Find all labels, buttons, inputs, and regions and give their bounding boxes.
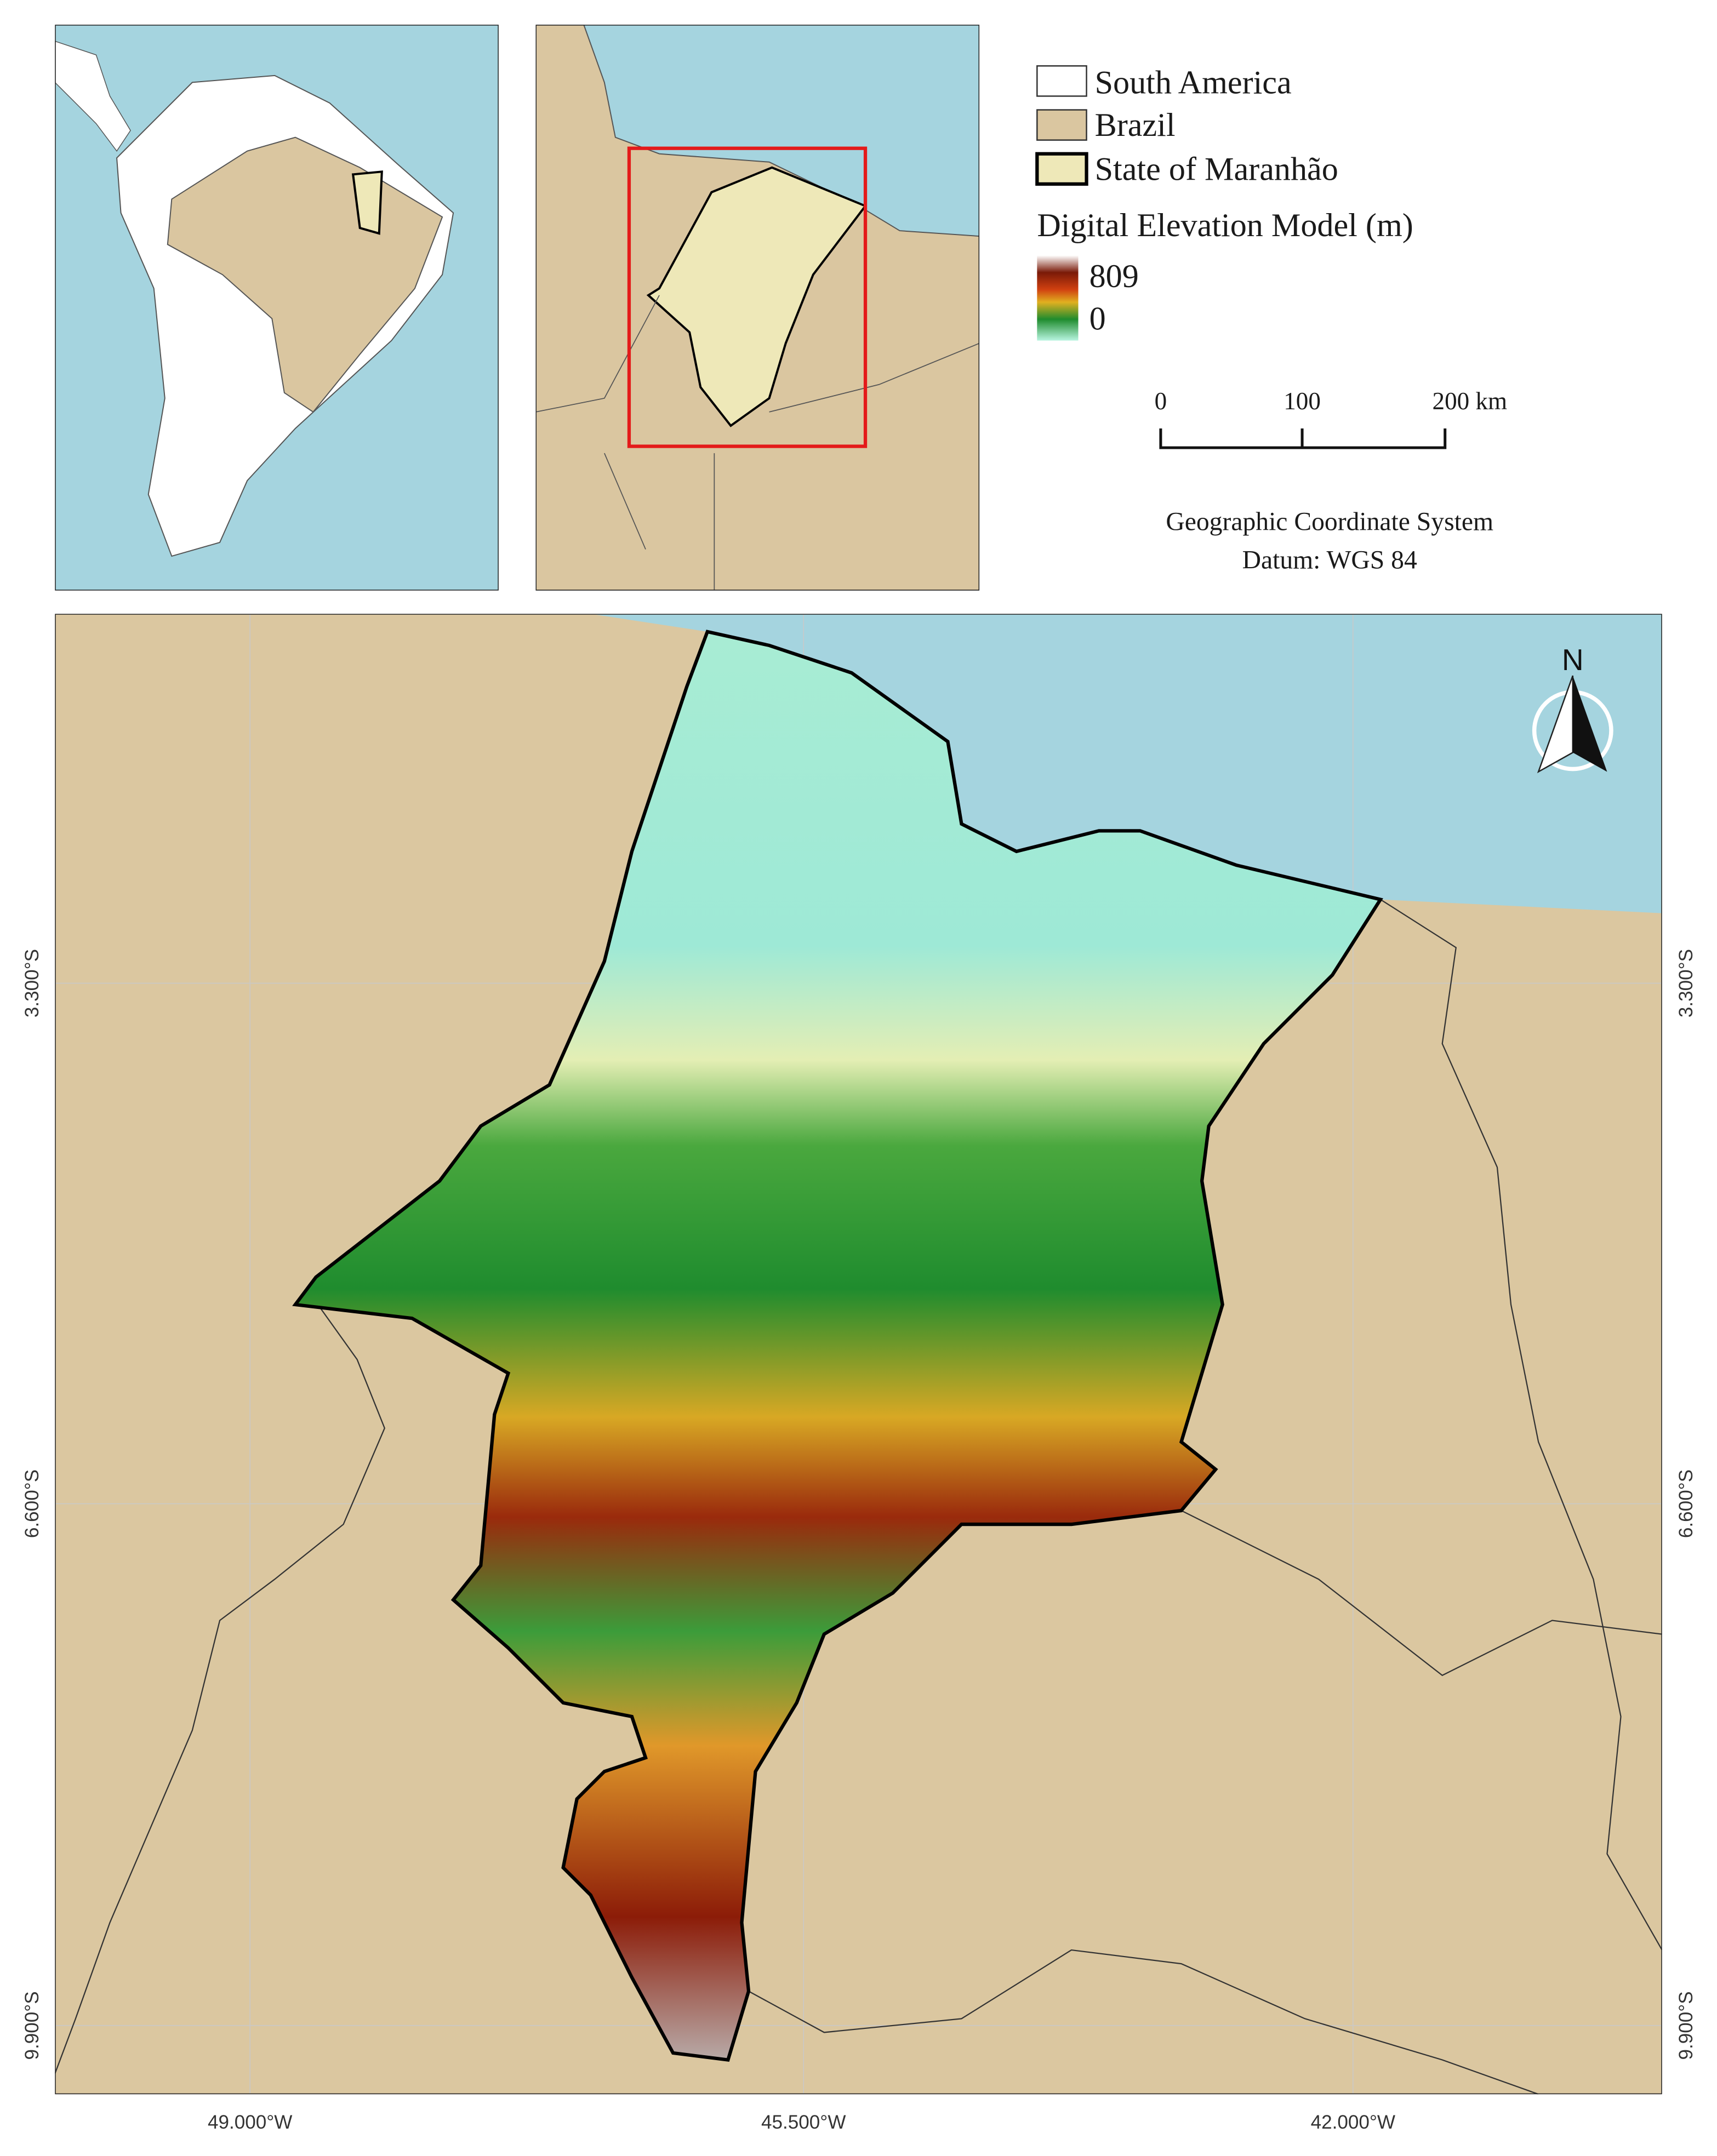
crs-line: Geographic Coordinate System	[1166, 507, 1493, 536]
north-label: N	[1562, 643, 1584, 677]
dem-min: 0	[1089, 301, 1106, 338]
lat-label: 6.600°S	[21, 1469, 43, 1538]
legend-label: State of Maranhão	[1095, 151, 1338, 187]
scale-bar: 0 100 200 km	[1155, 387, 1508, 449]
boundaries	[55, 899, 1662, 2095]
longitude-labels: 49.000°W 45.500°W 42.000°W	[208, 2112, 1395, 2133]
dem-title: Digital Elevation Model (m)	[1037, 207, 1413, 244]
dem-ramp	[1037, 255, 1079, 341]
scale-label: 200 km	[1433, 387, 1508, 415]
dem-max: 809	[1089, 258, 1139, 295]
lat-label: 3.300°S	[21, 949, 43, 1017]
extent-box	[627, 146, 868, 448]
legend: South America Brazil State of Maranhão D…	[1035, 64, 1413, 341]
maranhao-dem	[292, 630, 1383, 2062]
north-arrow: N	[1532, 643, 1613, 774]
lat-label: 6.600°S	[1675, 1469, 1697, 1538]
lon-label: 49.000°W	[208, 2112, 292, 2133]
lon-label: 42.000°W	[1311, 2112, 1395, 2133]
scale-label: 0	[1155, 387, 1167, 415]
lat-label: 9.900°S	[1675, 1991, 1697, 2060]
inset-region	[535, 25, 980, 591]
lon-label: 45.500°W	[761, 2112, 846, 2133]
scale-label: 100	[1284, 387, 1321, 415]
lat-label: 3.300°S	[1675, 949, 1697, 1017]
crs-line: Datum: WGS 84	[1242, 546, 1417, 575]
lat-label: 9.900°S	[21, 1991, 43, 2060]
latitude-labels: 3.300°S 6.600°S 9.900°S 3.300°S 6.600°S …	[21, 949, 1697, 2060]
inset-south-america	[55, 25, 499, 591]
legend-label: South America	[1095, 64, 1292, 101]
legend-label: Brazil	[1095, 107, 1176, 144]
main-map: N	[55, 614, 1662, 2095]
